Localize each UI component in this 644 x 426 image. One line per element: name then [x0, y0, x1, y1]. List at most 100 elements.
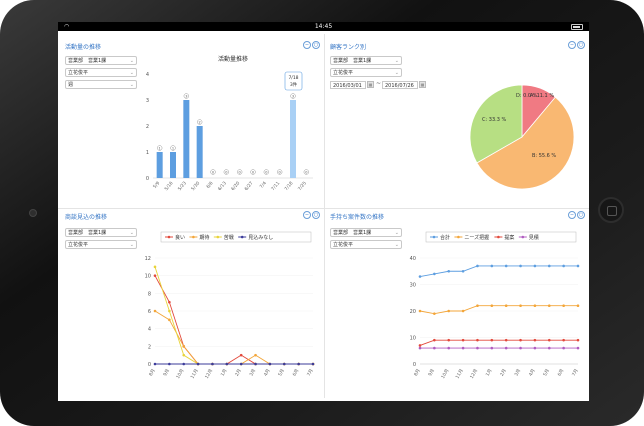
x-tick-label: 6月 [291, 368, 300, 377]
data-point [447, 309, 451, 313]
data-point [533, 346, 537, 350]
period-select[interactable]: 週 ⌄ [65, 80, 137, 89]
x-tick-label: 1月 [485, 368, 494, 377]
period-select-value: 週 [68, 82, 74, 88]
chart-title: 活動量推移 [218, 55, 248, 63]
legend-marker [457, 235, 460, 239]
bar [196, 126, 203, 178]
data-point [562, 304, 565, 307]
y-tick-label: 4 [148, 327, 151, 333]
person-select[interactable]: 立花俊平 ⌄ [65, 68, 137, 77]
legend-label: 提案 [504, 234, 514, 241]
data-point [533, 304, 537, 307]
calendar-icon[interactable]: ▦ [419, 81, 426, 88]
y-tick-label: 2 [148, 344, 151, 350]
dept-select[interactable]: 営業部 営業1課 ⌄ [330, 56, 402, 65]
data-point [461, 269, 465, 273]
x-tick-label: 9月 [162, 368, 171, 377]
data-point [196, 362, 200, 366]
rank-panel-title: 顧客ランク別 [330, 44, 367, 51]
x-tick-label: 4月 [263, 368, 272, 377]
x-tick-label: 6/6 [205, 180, 214, 190]
settings-icon[interactable]: ○ [312, 211, 320, 219]
data-label-marker [263, 169, 269, 175]
data-point [576, 338, 580, 342]
data-point [282, 362, 286, 366]
dept-select-value: 営業部 営業1課 [68, 58, 107, 64]
data-point [433, 346, 436, 350]
x-tick-label: 6月 [556, 368, 565, 377]
settings-icon[interactable]: ○ [577, 41, 585, 49]
data-label-marker [170, 145, 176, 151]
x-tick-label: 6/20 [230, 180, 241, 192]
chevron-down-icon: ⌄ [129, 58, 134, 64]
data-point [490, 304, 494, 307]
data-point [461, 309, 465, 313]
x-tick-label: 11月 [455, 368, 465, 380]
tooltip-value: 3件 [290, 81, 298, 88]
data-label-marker [250, 169, 256, 175]
y-tick-label: 40 [410, 256, 416, 262]
dept-select[interactable]: 営業部 営業1課 ⌄ [330, 228, 402, 237]
data-point [418, 346, 422, 350]
collapse-icon[interactable]: − [303, 41, 311, 49]
y-tick-label: 4 [146, 72, 149, 78]
data-point [254, 353, 257, 357]
legend-label: 見積 [529, 234, 539, 241]
date-to-input[interactable]: 2016/07/26 [382, 81, 418, 89]
chevron-down-icon: ⌄ [129, 70, 134, 76]
dept-select[interactable]: 営業部 営業1課 ⌄ [65, 228, 137, 237]
data-point [461, 346, 465, 350]
settings-icon[interactable]: ○ [312, 41, 320, 49]
data-point [533, 338, 537, 342]
person-select[interactable]: 立花俊平 ⌄ [330, 68, 402, 77]
home-button[interactable] [598, 197, 624, 223]
data-point [547, 346, 551, 350]
person-select-value: 立花俊平 [333, 242, 354, 248]
person-select[interactable]: 立花俊平 ⌄ [65, 240, 137, 249]
tablet-screen: ◠ 14:45 活動量の推移 − ○ 営業部 営業1課 ⌄ 立花俊平 ⌄ 週 ⌄ 活動… [58, 22, 589, 401]
status-time: 14:45 [314, 23, 333, 30]
data-label: 1 [159, 147, 161, 151]
x-tick-label: 3月 [248, 368, 257, 377]
calendar-icon[interactable]: ▦ [367, 81, 374, 88]
data-label: 0 [239, 171, 241, 175]
bar [170, 152, 176, 178]
y-tick-label: 20 [410, 309, 416, 315]
series-line [154, 266, 313, 365]
date-separator: ~ [376, 80, 382, 87]
collapse-icon[interactable]: − [568, 211, 576, 219]
data-label-marker [223, 169, 229, 175]
activity-panel: 活動量の推移 − ○ 営業部 営業1課 ⌄ 立花俊平 ⌄ 週 ⌄ 活動量推移 0 1 2 3 4… [65, 41, 320, 206]
data-point [168, 300, 171, 304]
x-tick-label: 5月 [542, 368, 551, 377]
chevron-down-icon: ⌄ [394, 242, 399, 248]
data-point [504, 346, 508, 350]
legend-marker [240, 235, 244, 239]
data-point [562, 264, 565, 268]
data-point [182, 362, 186, 366]
data-point [182, 345, 186, 348]
y-tick-label: 0 [148, 362, 151, 368]
data-point [476, 338, 479, 342]
date-from-input[interactable]: 2016/03/01 [330, 81, 366, 89]
person-select-value: 立花俊平 [68, 70, 89, 76]
data-point [311, 362, 315, 366]
data-point [547, 304, 551, 307]
x-tick-label: 3月 [513, 368, 522, 377]
legend-label: 期待 [199, 234, 209, 241]
legend-label: ニーズ把握 [464, 234, 489, 241]
series-line [154, 310, 313, 365]
person-select[interactable]: 立花俊平 ⌄ [330, 240, 402, 249]
collapse-icon[interactable]: − [568, 41, 576, 49]
collapse-icon[interactable]: − [303, 211, 311, 219]
data-label: 0 [225, 171, 227, 175]
data-point [547, 338, 551, 342]
data-point [576, 264, 580, 268]
data-label: 0 [279, 171, 281, 175]
x-tick-label: 7月 [306, 368, 315, 377]
settings-icon[interactable]: ○ [577, 211, 585, 219]
x-tick-label: 7月 [571, 368, 580, 377]
data-point [268, 362, 272, 366]
dept-select[interactable]: 営業部 営業1課 ⌄ [65, 56, 137, 65]
